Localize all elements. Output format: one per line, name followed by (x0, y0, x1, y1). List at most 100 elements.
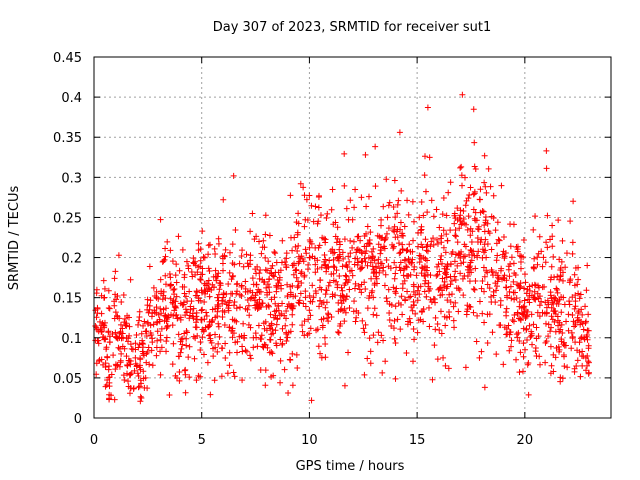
data-point (137, 393, 144, 400)
data-point (352, 186, 359, 193)
data-point (162, 253, 169, 260)
data-point (260, 237, 267, 244)
data-point (355, 282, 362, 289)
data-point (289, 321, 296, 328)
data-point (558, 336, 565, 343)
data-point (390, 204, 397, 211)
data-point (217, 280, 224, 287)
data-point (543, 147, 550, 154)
data-point (400, 272, 407, 279)
data-point (216, 286, 223, 293)
data-point (122, 315, 129, 322)
data-point (362, 258, 369, 265)
data-point (136, 383, 143, 390)
data-point (385, 202, 392, 209)
data-point (447, 273, 454, 280)
data-point (532, 213, 539, 220)
data-point (382, 236, 389, 243)
data-point (383, 230, 390, 237)
data-point (240, 320, 247, 327)
data-point (571, 282, 578, 289)
data-point (219, 260, 226, 267)
data-point (398, 232, 405, 239)
data-point (575, 290, 582, 297)
data-point (173, 261, 180, 268)
data-point (336, 238, 343, 245)
data-point (445, 189, 452, 196)
data-point (483, 267, 490, 274)
data-point (577, 291, 584, 298)
data-point (177, 316, 184, 323)
data-point (554, 289, 561, 296)
data-point (204, 288, 211, 295)
data-point (452, 299, 459, 306)
data-point (375, 241, 382, 248)
data-point (574, 357, 581, 364)
data-point (135, 384, 142, 391)
data-point (209, 317, 216, 324)
data-point (560, 352, 567, 359)
data-point (96, 356, 103, 363)
data-point (250, 344, 257, 351)
data-point (450, 303, 457, 310)
data-point (503, 325, 510, 332)
data-point (368, 275, 375, 282)
data-point (484, 340, 491, 347)
data-point (257, 267, 264, 274)
data-point (182, 389, 189, 396)
data-point (184, 298, 191, 305)
data-point (515, 329, 522, 336)
data-point (309, 298, 316, 305)
data-point (436, 224, 443, 231)
data-point (541, 283, 548, 290)
data-point (372, 143, 379, 150)
data-point (226, 269, 233, 276)
data-point (547, 289, 554, 296)
data-point (516, 299, 523, 306)
chart-title: Day 307 of 2023, SRMTID for receiver sut… (213, 20, 492, 35)
data-point (548, 263, 555, 270)
data-point (365, 254, 372, 261)
data-point (547, 276, 554, 283)
x-tick-label: 15 (409, 433, 426, 448)
data-point (265, 258, 272, 265)
data-point (366, 335, 373, 342)
data-point (542, 320, 549, 327)
data-point (471, 188, 478, 195)
data-point (310, 218, 317, 225)
data-point (427, 296, 434, 303)
data-point (292, 293, 299, 300)
data-point (460, 208, 467, 215)
data-point (111, 396, 118, 403)
data-point (177, 338, 184, 345)
data-point (94, 310, 101, 317)
data-point (557, 326, 564, 333)
data-point (430, 213, 437, 220)
data-point (530, 321, 537, 328)
data-point (384, 298, 391, 305)
data-point (567, 218, 574, 225)
data-point (444, 266, 451, 273)
data-point (301, 273, 308, 280)
data-point (431, 296, 438, 303)
data-point (262, 342, 269, 349)
data-point (242, 347, 249, 354)
data-point (522, 279, 529, 286)
data-point (350, 308, 357, 315)
data-point (120, 335, 127, 342)
data-point (215, 340, 222, 347)
data-point (197, 276, 204, 283)
data-point (524, 336, 531, 343)
data-point (430, 241, 437, 248)
data-point (380, 267, 387, 274)
data-point (365, 193, 372, 200)
data-point (489, 268, 496, 275)
data-point (561, 301, 568, 308)
data-point (209, 281, 216, 288)
data-point (482, 183, 489, 190)
data-point (401, 277, 408, 284)
data-point (472, 277, 479, 284)
data-point (404, 197, 411, 204)
data-point (332, 292, 339, 299)
